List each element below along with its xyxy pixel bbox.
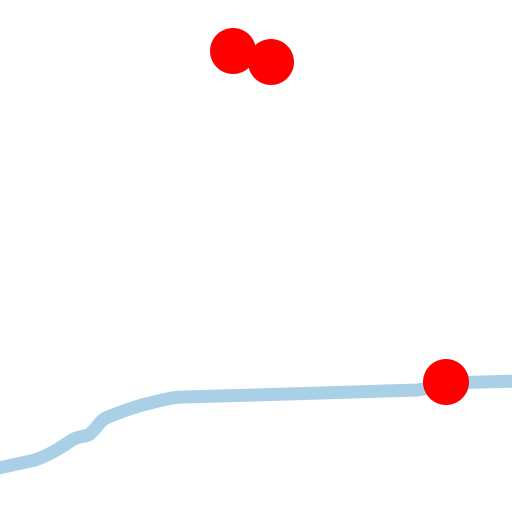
map-marker-2[interactable] <box>248 39 294 85</box>
map-marker-3[interactable] <box>423 359 469 405</box>
map-marker-1[interactable] <box>210 28 256 74</box>
route-line[interactable] <box>0 374 512 475</box>
